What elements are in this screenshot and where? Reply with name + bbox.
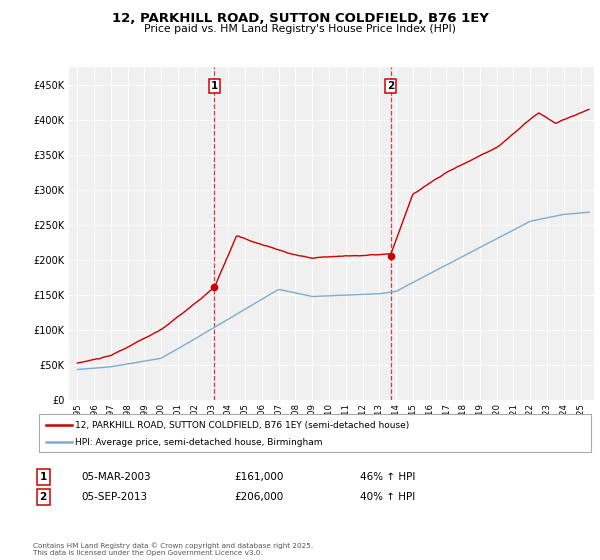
Text: 2: 2 bbox=[40, 492, 47, 502]
Text: 1: 1 bbox=[211, 81, 218, 91]
Text: HPI: Average price, semi-detached house, Birmingham: HPI: Average price, semi-detached house,… bbox=[75, 438, 323, 447]
Text: Price paid vs. HM Land Registry's House Price Index (HPI): Price paid vs. HM Land Registry's House … bbox=[144, 24, 456, 34]
Text: 05-SEP-2013: 05-SEP-2013 bbox=[81, 492, 147, 502]
Text: 46% ↑ HPI: 46% ↑ HPI bbox=[360, 472, 415, 482]
Text: £161,000: £161,000 bbox=[234, 472, 283, 482]
Text: 2: 2 bbox=[387, 81, 394, 91]
Text: Contains HM Land Registry data © Crown copyright and database right 2025.
This d: Contains HM Land Registry data © Crown c… bbox=[33, 542, 313, 556]
Text: 12, PARKHILL ROAD, SUTTON COLDFIELD, B76 1EY: 12, PARKHILL ROAD, SUTTON COLDFIELD, B76… bbox=[112, 12, 488, 25]
Text: 40% ↑ HPI: 40% ↑ HPI bbox=[360, 492, 415, 502]
Text: 05-MAR-2003: 05-MAR-2003 bbox=[81, 472, 151, 482]
Text: 1: 1 bbox=[40, 472, 47, 482]
Text: £206,000: £206,000 bbox=[234, 492, 283, 502]
Text: 12, PARKHILL ROAD, SUTTON COLDFIELD, B76 1EY (semi-detached house): 12, PARKHILL ROAD, SUTTON COLDFIELD, B76… bbox=[75, 421, 409, 430]
